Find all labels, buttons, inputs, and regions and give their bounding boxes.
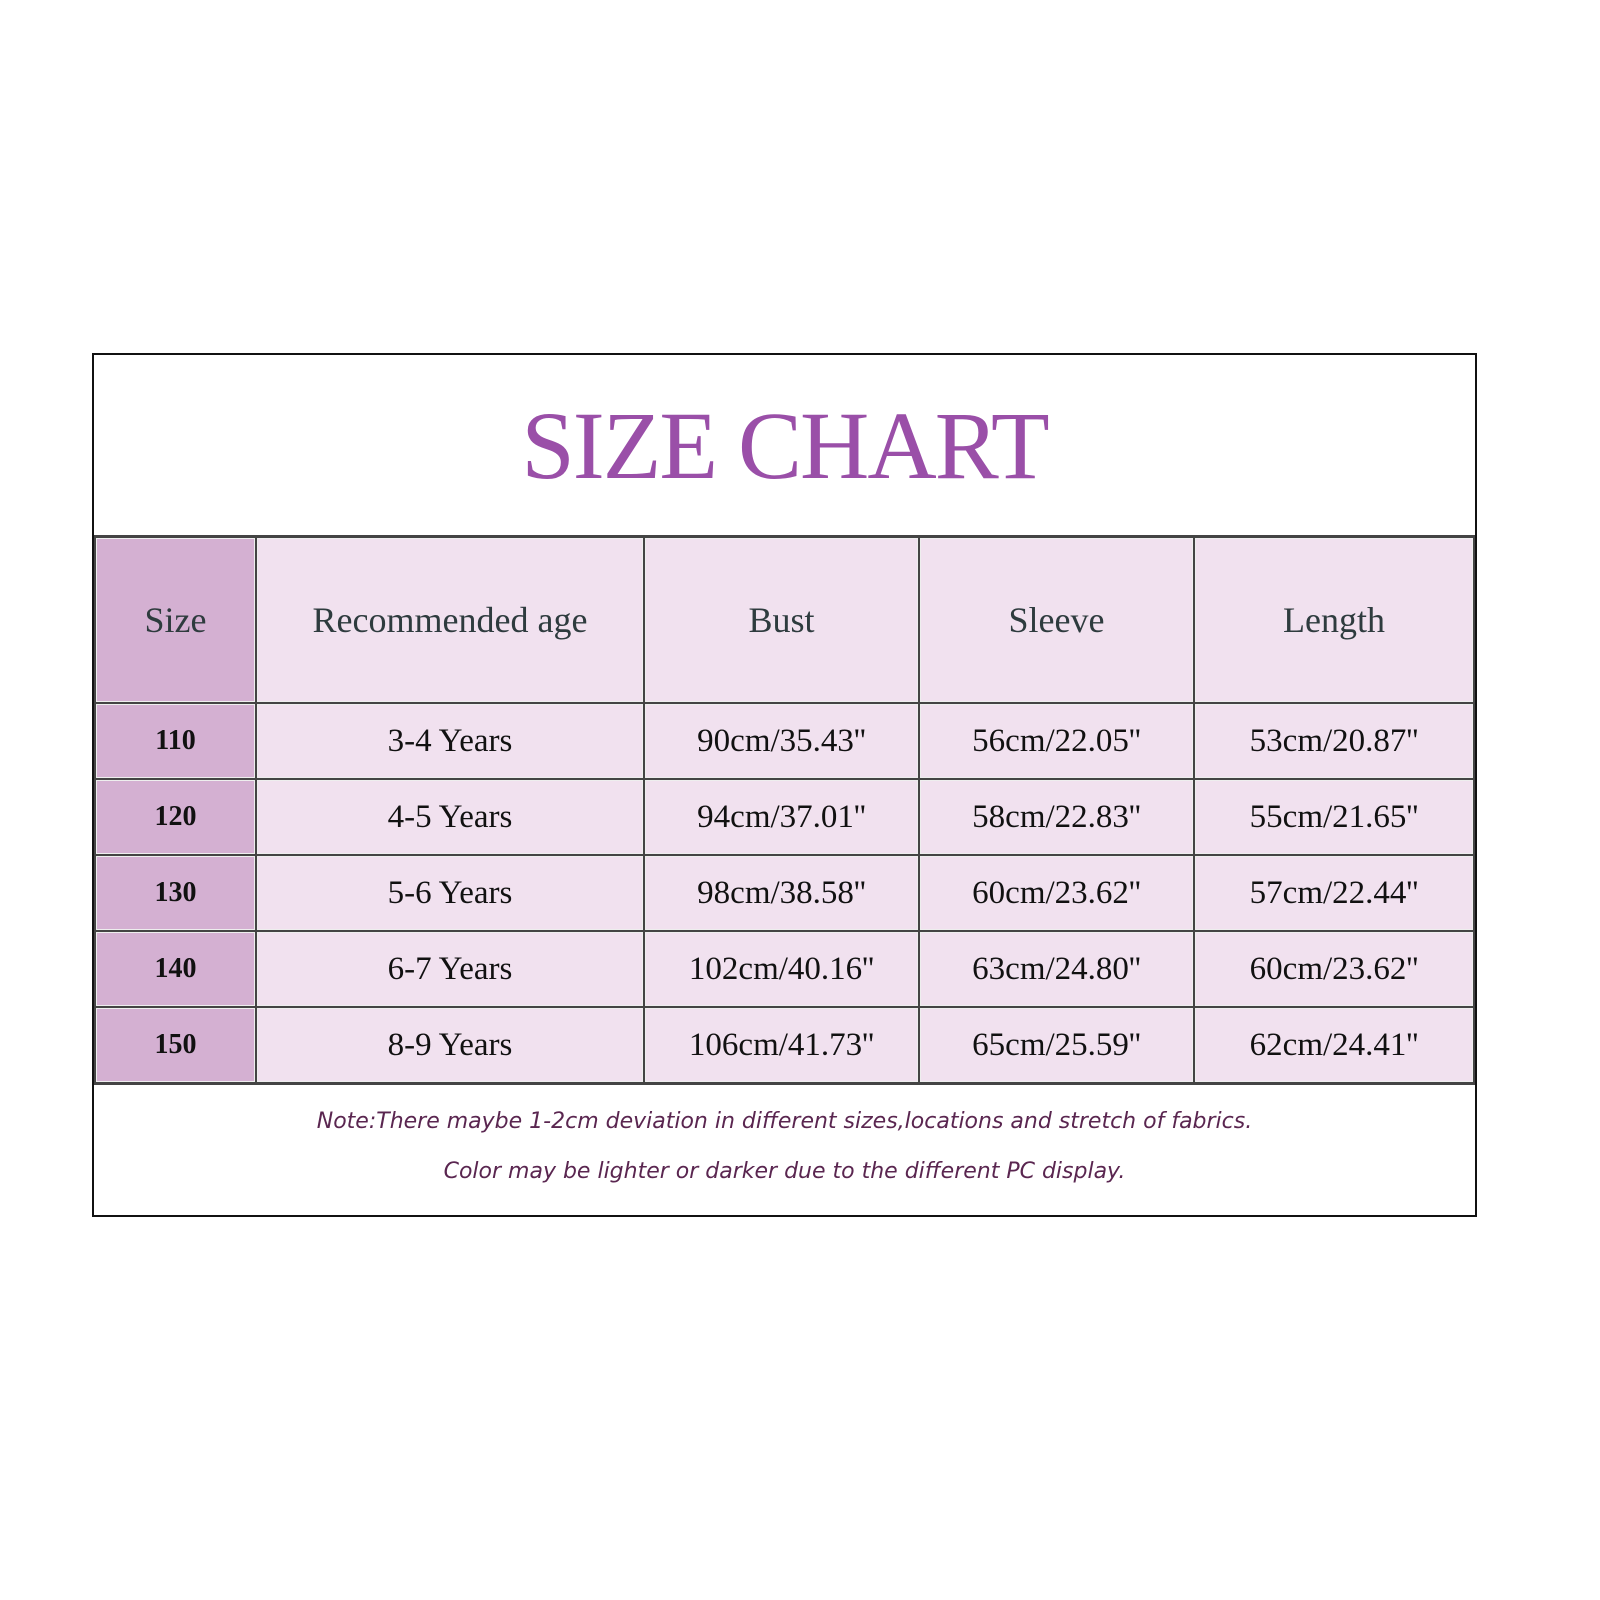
table-cell: 65cm/25.59'' [920, 1008, 1193, 1082]
column-header: Sleeve [920, 538, 1193, 702]
table-row: 130 5-6 Years 98cm/38.58'' 60cm/23.62'' 57cm… [96, 856, 1473, 930]
table-cell: 106cm/41.73'' [645, 1008, 918, 1082]
column-header: Size [96, 538, 255, 702]
table-cell: 8-9 Years [257, 1008, 643, 1082]
table-cell: 90cm/35.43'' [645, 704, 918, 778]
table-cell: 98cm/38.58'' [645, 856, 918, 930]
table-cell: 60cm/23.62'' [920, 856, 1193, 930]
table-cell: 102cm/40.16'' [645, 932, 918, 1006]
note-line: Color may be lighter or darker due to th… [443, 1159, 1126, 1184]
column-header: Bust [645, 538, 918, 702]
table-cell: 130 [96, 856, 255, 930]
size-chart: SIZE CHART Size Recommended age Bust Sleeve… [92, 353, 1477, 1217]
table-cell: 58cm/22.83'' [920, 780, 1193, 854]
table-cell: 120 [96, 780, 255, 854]
chart-title: SIZE CHART [521, 391, 1049, 499]
table-cell: 57cm/22.44'' [1195, 856, 1473, 930]
table-cell: 60cm/23.62'' [1195, 932, 1473, 1006]
table-cell: 62cm/24.41'' [1195, 1008, 1473, 1082]
table-cell: 94cm/37.01'' [645, 780, 918, 854]
table-cell: 5-6 Years [257, 856, 643, 930]
table-cell: 56cm/22.05'' [920, 704, 1193, 778]
table-cell: 140 [96, 932, 255, 1006]
table-cell: 4-5 Years [257, 780, 643, 854]
table-cell: 53cm/20.87'' [1195, 704, 1473, 778]
table-cell: 63cm/24.80'' [920, 932, 1193, 1006]
table-cell: 3-4 Years [257, 704, 643, 778]
table-cell: 55cm/21.65'' [1195, 780, 1473, 854]
table-cell: 150 [96, 1008, 255, 1082]
table-cell: 110 [96, 704, 255, 778]
header-row: Size Recommended age Bust Sleeve Length [96, 538, 1473, 702]
notes: Note:There maybe 1-2cm deviation in diff… [94, 1097, 1475, 1197]
column-header: Length [1195, 538, 1473, 702]
table-row: 120 4-5 Years 94cm/37.01'' 58cm/22.83'' 55cm… [96, 780, 1473, 854]
column-header: Recommended age [257, 538, 643, 702]
table-cell: 6-7 Years [257, 932, 643, 1006]
table-row: 110 3-4 Years 90cm/35.43'' 56cm/22.05'' 53cm… [96, 704, 1473, 778]
table-row: 150 8-9 Years 106cm/41.73'' 65cm/25.59'' 62c… [96, 1008, 1473, 1082]
note-line: Note:There maybe 1-2cm deviation in diff… [316, 1109, 1253, 1134]
size-table: Size Recommended age Bust Sleeve Length 110 3-… [94, 535, 1475, 1085]
table-row: 140 6-7 Years 102cm/40.16'' 63cm/24.80'' 60c… [96, 932, 1473, 1006]
